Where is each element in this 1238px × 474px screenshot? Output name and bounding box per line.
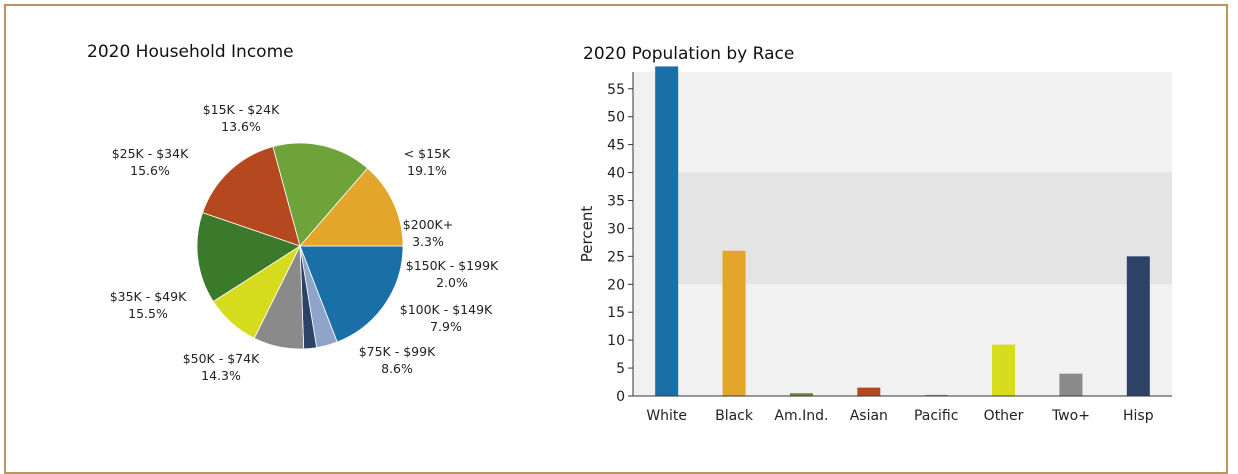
x-tick-label-4: Pacific [914,408,959,424]
pie-slice-label-8: $15K - $24K [203,102,280,117]
x-tick-label-5: Other [984,408,1024,424]
bar-am-ind- [789,393,813,396]
y-tick-label-4: 20 [607,277,625,293]
pie-slice-value-5: 14.3% [201,368,241,383]
x-tick-label-0: White [646,408,687,424]
pie-slice-value-8: 13.6% [221,119,261,134]
pie-slice-label-0: < $15K [404,146,451,161]
y-tick-label-0: 0 [616,389,625,405]
y-tick-label-6: 30 [607,221,625,237]
pie-chart-title: 2020 Household Income [87,42,294,62]
y-tick-label-1: 5 [616,361,625,377]
bar-chart-title: 2020 Population by Race [583,44,795,64]
y-tick-label-8: 40 [607,166,625,182]
pie-slice-label-2: $150K - $199K [406,258,499,273]
bar-pacific [924,394,948,396]
pie-slice-6 [202,146,301,247]
y-tick-label-9: 45 [607,138,625,154]
pie-slice-label-4: $75K - $99K [359,344,436,359]
x-tick-label-7: Hisp [1123,408,1154,424]
x-tick-label-1: Black [715,408,754,424]
bar-asian [857,387,881,396]
pie-slice-5 [196,212,301,303]
pie-slice-value-4: 8.6% [381,361,413,376]
y-tick-label-11: 55 [607,82,625,98]
pie-slice-label-6: $35K - $49K [110,289,187,304]
x-tick-label-3: Asian [850,408,888,424]
bar-other [992,344,1016,396]
shaded-band-0 [667,172,1172,285]
y-tick-label-5: 25 [607,249,625,265]
y-tick-label-7: 35 [607,193,625,209]
pie-slice-value-2: 2.0% [436,275,468,290]
pie-slice-0 [299,245,404,343]
pie-slice-label-3: $100K - $149K [400,302,493,317]
y-tick-label-2: 10 [607,333,625,349]
bar-black [722,250,746,396]
y-axis-label: Percent [578,206,596,263]
bar-white [655,66,679,397]
x-tick-label-6: Two+ [1051,408,1090,424]
pie-slice-label-7: $25K - $34K [112,146,189,161]
bar-two- [1059,373,1083,396]
pie-slice-label-1: $200K+ [403,217,453,232]
pie-slice-value-3: 7.9% [430,319,462,334]
pie-slice-value-0: 19.1% [407,163,447,178]
pie-slice-8 [299,167,404,247]
pie-slice-value-1: 3.3% [412,234,444,249]
household-income-pie-chart: < $15K 19.1% $200K+ 3.3% $150K - $199K 2.0% $1… [110,102,499,383]
pie-slice-value-7: 15.6% [130,163,170,178]
bar-hisp [1126,256,1150,396]
x-tick-label-2: Am.Ind. [774,408,828,424]
pie-slice-value-6: 15.5% [128,306,168,321]
y-tick-label-3: 15 [607,305,625,321]
pie-slice-7 [272,142,369,247]
pie-slice-label-5: $50K - $74K [183,351,260,366]
y-tick-label-10: 50 [607,110,625,126]
population-by-race-bar-chart: 0 5 10 15 20 25 30 35 40 45 50 55 White Black Am.Ind. A… [578,66,1172,424]
